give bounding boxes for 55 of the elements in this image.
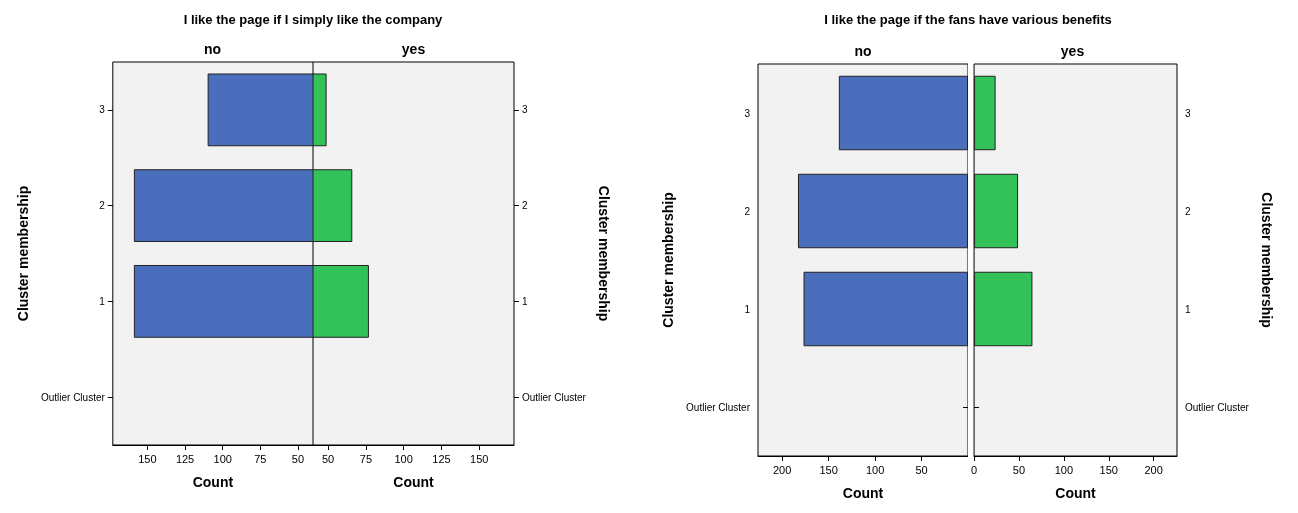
x-tick-label: 100 [394, 452, 413, 465]
x-tick-label: 100 [1054, 463, 1074, 476]
y-tick-label: 3 [522, 104, 528, 116]
y-tick-label: Outlier Cluster [1185, 401, 1250, 413]
x-tick-label: 75 [254, 452, 267, 465]
bar [974, 173, 1019, 249]
y2-axis-title: Cluster membership [595, 185, 612, 322]
y-tick-label: 2 [522, 200, 528, 212]
x-tick-label: 50 [915, 463, 928, 476]
bar [974, 271, 1033, 347]
series-label: no [203, 41, 222, 57]
x-tick-label: 150 [470, 452, 489, 465]
bar [803, 271, 968, 347]
y2-axis-title: Cluster membership [1258, 192, 1275, 328]
x-tick-label: 50 [321, 452, 335, 465]
y-tick-label: 1 [522, 295, 528, 307]
x-axis-title: Count [842, 485, 884, 501]
y-tick-label: 1 [744, 303, 751, 315]
series-label: no [854, 43, 872, 59]
x-tick-label: 150 [819, 463, 838, 476]
y-tick-label: 1 [99, 295, 106, 307]
bar [974, 75, 996, 151]
chart-title: I like the page if the fans have various benefits [823, 12, 1113, 27]
x-tick-label: 50 [291, 452, 305, 465]
y-tick-label: Outlier Cluster [686, 401, 751, 413]
y-tick-label: 2 [99, 200, 106, 212]
x-axis-title: Count [192, 474, 234, 490]
text: yes [401, 41, 426, 57]
y-tick-label: 3 [1185, 107, 1191, 119]
y-tick-label: 1 [1185, 303, 1191, 315]
x-tick-label: 125 [175, 452, 195, 465]
x-axis-title: Count [393, 474, 435, 490]
x-tick-label: 150 [138, 452, 157, 465]
x-tick-label: 100 [865, 463, 885, 476]
y-axis-title: Cluster membership [15, 185, 31, 322]
x-tick-label: 125 [432, 452, 451, 465]
text: yes [1060, 43, 1085, 59]
y-tick-label: 3 [99, 104, 106, 116]
x-tick-label: 200 [772, 463, 792, 476]
bar [838, 75, 968, 151]
y-tick-label: Outlier Cluster [40, 391, 106, 403]
y-tick-label: 2 [1185, 205, 1191, 217]
y-tick-label: Outlier Cluster [522, 391, 587, 403]
y-tick-label: 2 [744, 205, 751, 217]
x-tick-label: 75 [359, 452, 373, 465]
x-axis-title: Count [1055, 485, 1097, 501]
y-axis-title: Cluster membership [660, 192, 677, 328]
bar [797, 173, 968, 249]
chart-title: I like the page if I simply like the company [182, 12, 444, 27]
y-tick-label: 3 [744, 107, 751, 119]
x-tick-label: 0 [971, 463, 978, 476]
x-tick-label: 150 [1099, 463, 1118, 476]
x-tick-label: 200 [1144, 463, 1163, 476]
x-tick-label: 100 [213, 452, 232, 465]
x-tick-label: 50 [1012, 463, 1026, 476]
